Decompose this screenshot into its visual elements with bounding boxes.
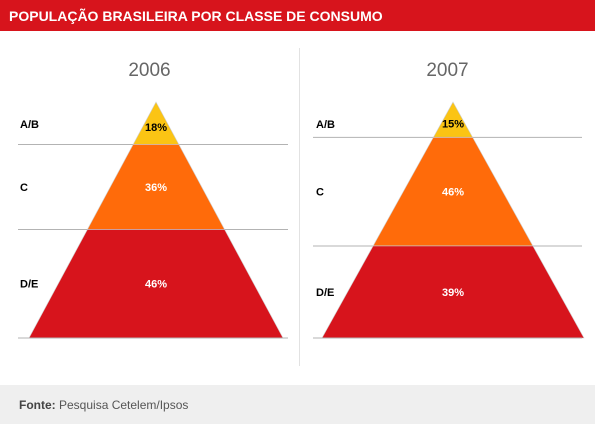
value-label-2006-2: 36%: [145, 182, 167, 194]
chart-title: POPULAÇÃO BRASILEIRA POR CLASSE DE CONSU…: [9, 8, 383, 24]
panel-2006: 2006: [0, 31, 299, 381]
value-label-2006-3: 46%: [145, 279, 167, 291]
source-label: Fonte:: [19, 398, 56, 412]
pyramid-band-2007-3: [321, 245, 585, 339]
source-text: Pesquisa Cetelem/Ipsos: [59, 398, 189, 412]
category-label-2006-2: C: [20, 182, 28, 194]
source-note: Fonte: Pesquisa Cetelem/Ipsos: [19, 398, 188, 412]
panel-divider: [299, 48, 300, 366]
value-label-2007-2: 46%: [442, 187, 464, 199]
category-label-2006-3: D/E: [20, 279, 38, 291]
value-label-2007-1: 15%: [442, 119, 464, 131]
category-label-2007-1: A/B: [316, 119, 335, 131]
category-label-2006-1: A/B: [20, 119, 39, 131]
category-label-2007-3: D/E: [316, 287, 334, 299]
year-title-2007: 2007: [426, 60, 469, 81]
panel-2007: 2007: [300, 31, 595, 381]
value-label-2006-1: 18%: [145, 122, 167, 134]
value-label-2007-3: 39%: [442, 287, 464, 299]
chart-header: POPULAÇÃO BRASILEIRA POR CLASSE DE CONSU…: [0, 0, 595, 31]
category-label-2007-2: C: [316, 187, 324, 199]
footer: Fonte: Pesquisa Cetelem/Ipsos: [0, 385, 595, 424]
year-title-2006: 2006: [128, 60, 171, 81]
